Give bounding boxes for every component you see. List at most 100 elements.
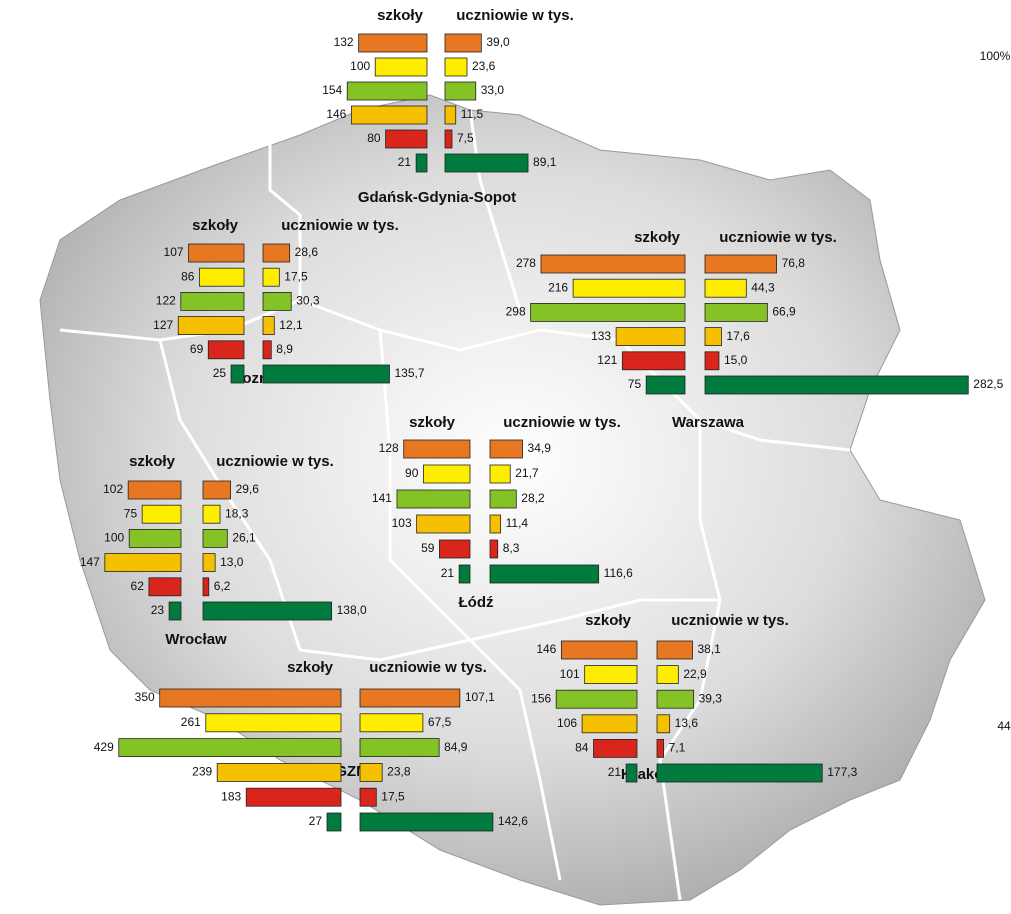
schools-value: 21 [441, 566, 455, 580]
students-bar [489, 539, 499, 559]
schools-header: szkoły [377, 7, 424, 24]
students-value: 7,1 [669, 741, 686, 755]
schools-value: 128 [379, 441, 399, 455]
schools-value: 132 [334, 35, 354, 49]
schools-value: 84 [575, 741, 589, 755]
students-value: 28,6 [295, 245, 319, 259]
students-value: 22,9 [683, 667, 707, 681]
students-bar [656, 640, 693, 660]
schools-bar [148, 577, 182, 597]
schools-bar [177, 316, 245, 336]
students-bar [262, 340, 272, 360]
students-value: 11,4 [506, 516, 529, 530]
students-value: 21,7 [515, 466, 539, 480]
schools-value: 122 [156, 294, 176, 308]
schools-value: 107 [164, 245, 184, 259]
students-bar [202, 529, 228, 548]
students-value: 17,6 [726, 329, 750, 343]
schools-bar [458, 564, 471, 584]
students-value: 18,3 [225, 506, 249, 520]
schools-value: 27 [309, 814, 323, 828]
students-bar [656, 665, 679, 684]
schools-header: szkoły [287, 659, 334, 676]
schools-bar [127, 480, 182, 500]
schools-bar [584, 665, 638, 684]
schools-bar [128, 529, 182, 548]
students-value: 116,6 [604, 566, 633, 580]
students-value: 282,5 [973, 377, 1003, 391]
students-bar [489, 464, 511, 484]
schools-value: 239 [192, 765, 212, 779]
students-value: 142,6 [498, 814, 528, 828]
schools-value: 261 [181, 715, 201, 729]
schools-bar [540, 254, 686, 274]
students-value: 33,0 [481, 83, 505, 97]
students-value: 23,8 [387, 765, 411, 779]
schools-bar [159, 688, 342, 708]
schools-bar [346, 81, 428, 101]
schools-bar [625, 763, 638, 783]
schools-value: 101 [560, 667, 580, 681]
schools-bar [168, 601, 182, 621]
schools-bar [205, 713, 342, 733]
students-value: 7,5 [457, 131, 474, 145]
students-bar [489, 564, 600, 584]
schools-bar [104, 553, 182, 572]
schools-value: 154 [322, 83, 342, 97]
students-bar [202, 553, 216, 572]
schools-value: 102 [103, 482, 123, 496]
schools-bar [572, 278, 686, 298]
schools-bar [216, 763, 342, 782]
students-value: 38,1 [698, 642, 722, 656]
students-bar [359, 738, 440, 757]
city-name: Wrocław [165, 631, 227, 648]
schools-bar [374, 57, 428, 77]
students-bar [202, 504, 221, 524]
students-bar [704, 302, 768, 322]
schools-value: 80 [367, 131, 381, 145]
schools-value: 25 [213, 366, 227, 380]
students-bar [359, 812, 494, 832]
schools-value: 146 [326, 107, 346, 121]
students-value: 23,6 [472, 59, 496, 73]
schools-bar [230, 364, 245, 384]
students-bar [656, 714, 671, 734]
city-name: Gdańsk-Gdynia-Sopot [358, 189, 516, 206]
students-header: uczniowie w tys. [719, 229, 837, 246]
schools-value: 75 [124, 506, 138, 520]
students-bar [262, 316, 275, 336]
schools-value: 21 [608, 765, 622, 779]
schools-value: 106 [557, 716, 577, 730]
students-value: 13,6 [675, 716, 699, 730]
students-value: 107,1 [465, 690, 495, 704]
students-value: 12,1 [279, 318, 303, 332]
schools-value: 350 [135, 690, 155, 704]
schools-value: 100 [104, 531, 124, 545]
schools-value: 21 [398, 155, 412, 169]
students-bar [489, 514, 502, 534]
schools-bar [416, 514, 471, 534]
schools-bar [118, 738, 342, 757]
students-bar [656, 739, 665, 758]
schools-value: 23 [151, 603, 165, 617]
schools-header: szkoły [192, 217, 239, 234]
schools-value: 103 [392, 516, 412, 530]
schools-value: 133 [591, 329, 611, 343]
students-value: 84,9 [444, 740, 468, 754]
students-bar [444, 153, 529, 173]
students-bar [359, 688, 461, 708]
students-value: 17,5 [284, 269, 308, 283]
students-value: 29,6 [236, 482, 260, 496]
schools-value: 86 [181, 269, 195, 283]
students-bar [444, 129, 453, 149]
students-bar [202, 577, 210, 597]
students-bar [656, 763, 823, 783]
city-name: Warszawa [672, 414, 745, 431]
students-value: 135,7 [394, 366, 424, 380]
schools-value: 183 [221, 789, 241, 803]
students-bar [704, 327, 722, 347]
schools-bar [188, 243, 245, 263]
schools-bar [358, 33, 428, 53]
students-value: 39,0 [486, 35, 510, 49]
schools-value: 147 [80, 555, 100, 569]
